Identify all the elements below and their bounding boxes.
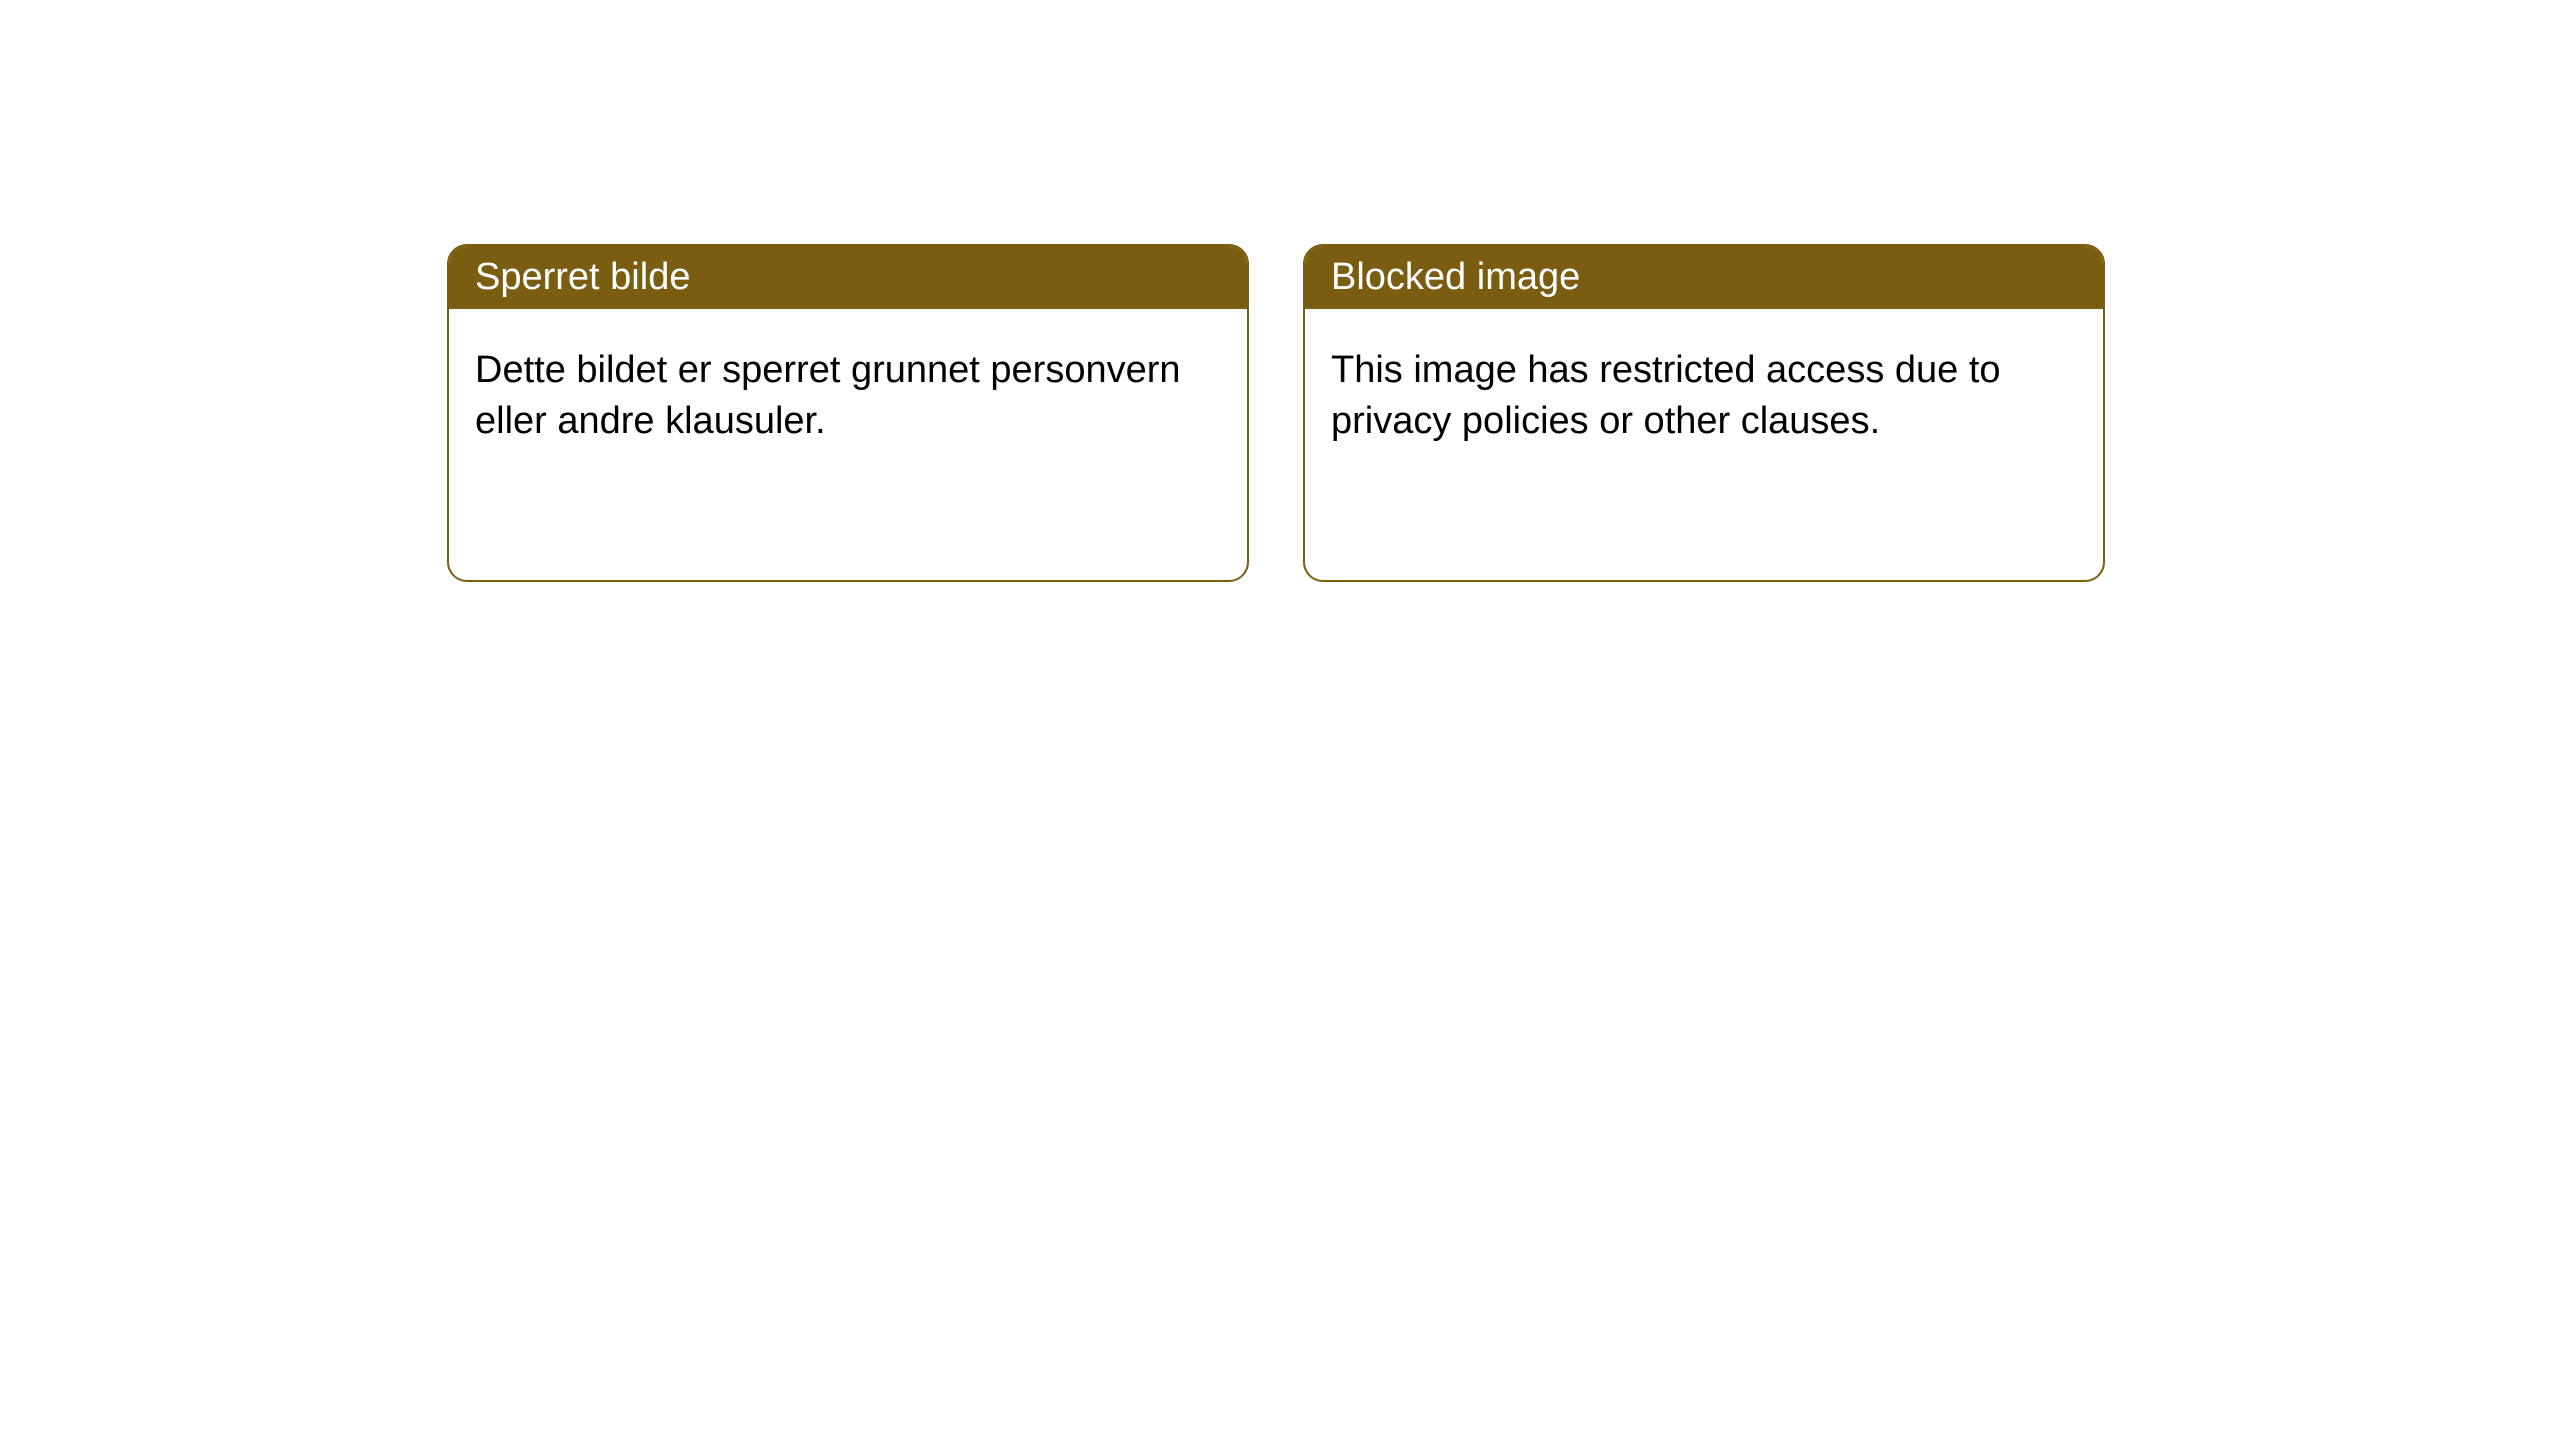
card-title-english: Blocked image: [1331, 256, 1580, 298]
card-title-norwegian: Sperret bilde: [475, 256, 690, 298]
notice-card-english: Blocked image This image has restricted …: [1303, 244, 2105, 582]
card-text-norwegian: Dette bildet er sperret grunnet personve…: [475, 349, 1181, 442]
card-text-english: This image has restricted access due to …: [1331, 349, 2001, 442]
card-body-english: This image has restricted access due to …: [1305, 309, 2103, 484]
notice-card-norwegian: Sperret bilde Dette bildet er sperret gr…: [447, 244, 1249, 582]
notice-container: Sperret bilde Dette bildet er sperret gr…: [447, 244, 2105, 582]
card-body-norwegian: Dette bildet er sperret grunnet personve…: [449, 309, 1247, 484]
card-header-english: Blocked image: [1305, 246, 2103, 309]
card-header-norwegian: Sperret bilde: [449, 246, 1247, 309]
